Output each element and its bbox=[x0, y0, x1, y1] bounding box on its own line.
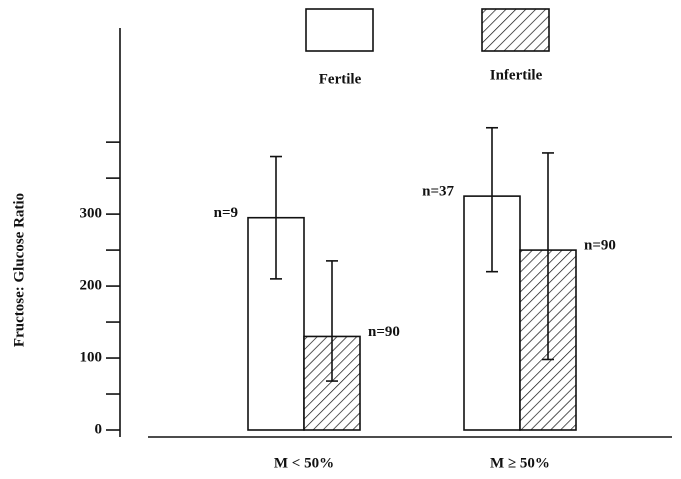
x-tick-label: M < 50% bbox=[274, 455, 334, 471]
legend-swatch bbox=[481, 8, 550, 52]
data-label: n=37 bbox=[422, 184, 454, 200]
y-tick-label: 300 bbox=[80, 206, 103, 222]
legend-swatch bbox=[305, 8, 374, 52]
y-tick-label: 0 bbox=[95, 421, 103, 437]
y-axis-label: Fructose: Glucose Ratio bbox=[11, 193, 27, 347]
data-label: n=90 bbox=[584, 238, 616, 254]
x-tick-label: M ≥ 50% bbox=[490, 455, 550, 471]
legend-label: Fertile bbox=[319, 71, 362, 87]
data-label: n=9 bbox=[214, 205, 238, 221]
y-tick-label: 100 bbox=[80, 349, 103, 365]
y-tick-label: 200 bbox=[80, 278, 103, 294]
legend-label: Infertile bbox=[490, 67, 543, 83]
data-label: n=90 bbox=[368, 324, 400, 340]
